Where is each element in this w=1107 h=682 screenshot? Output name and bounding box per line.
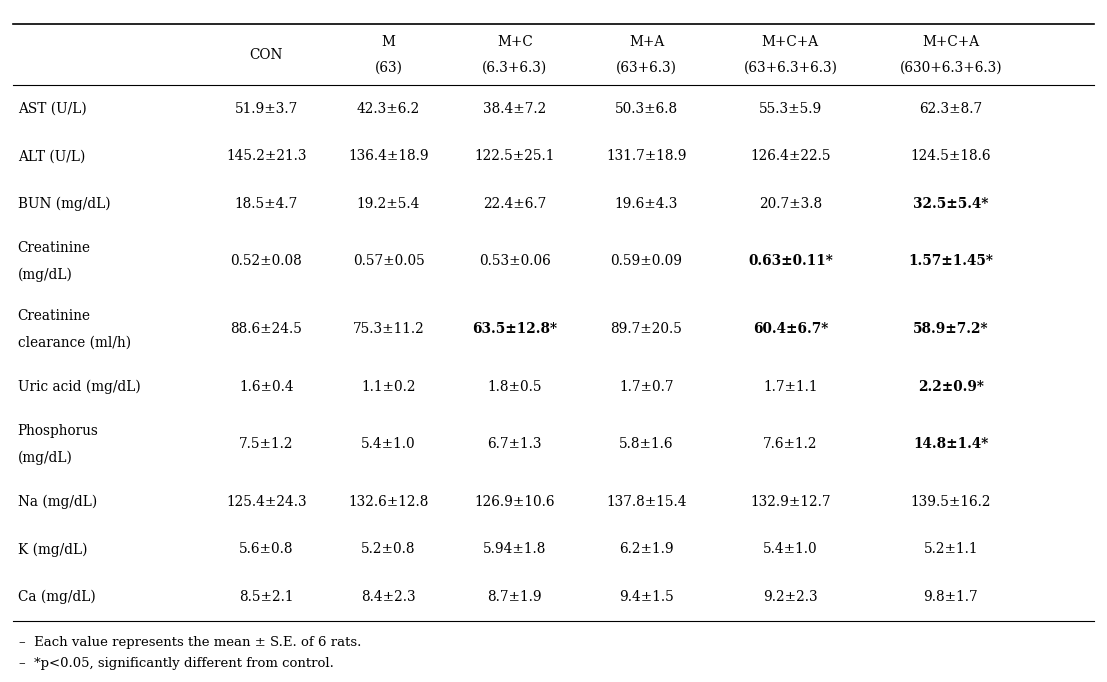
Text: 60.4±6.7*: 60.4±6.7* <box>753 322 828 336</box>
Text: 51.9±3.7: 51.9±3.7 <box>235 102 298 116</box>
Text: 1.57±1.45*: 1.57±1.45* <box>909 254 993 269</box>
Text: 9.8±1.7: 9.8±1.7 <box>923 590 979 604</box>
Text: Na (mg/dL): Na (mg/dL) <box>18 495 97 509</box>
Text: 131.7±18.9: 131.7±18.9 <box>607 149 686 164</box>
Text: 63.5±12.8*: 63.5±12.8* <box>473 322 557 336</box>
Text: 20.7±3.8: 20.7±3.8 <box>758 197 823 211</box>
Text: 14.8±1.4*: 14.8±1.4* <box>913 437 989 451</box>
Text: 9.4±1.5: 9.4±1.5 <box>619 590 674 604</box>
Text: 126.4±22.5: 126.4±22.5 <box>751 149 830 164</box>
Text: Ca (mg/dL): Ca (mg/dL) <box>18 590 95 604</box>
Text: 5.4±1.0: 5.4±1.0 <box>361 437 416 451</box>
Text: 1.1±0.2: 1.1±0.2 <box>361 380 416 394</box>
Text: 18.5±4.7: 18.5±4.7 <box>235 197 298 211</box>
Text: 136.4±18.9: 136.4±18.9 <box>349 149 428 164</box>
Text: 122.5±25.1: 122.5±25.1 <box>475 149 555 164</box>
Text: 58.9±7.2*: 58.9±7.2* <box>913 322 989 336</box>
Text: clearance (ml/h): clearance (ml/h) <box>18 336 131 350</box>
Text: (6.3+6.3): (6.3+6.3) <box>483 61 547 75</box>
Text: 132.6±12.8: 132.6±12.8 <box>349 495 428 509</box>
Text: 9.2±2.3: 9.2±2.3 <box>763 590 818 604</box>
Text: 125.4±24.3: 125.4±24.3 <box>226 495 307 509</box>
Text: 1.7±1.1: 1.7±1.1 <box>763 380 818 394</box>
Text: 19.6±4.3: 19.6±4.3 <box>614 197 679 211</box>
Text: 8.5±2.1: 8.5±2.1 <box>239 590 293 604</box>
Text: 5.94±1.8: 5.94±1.8 <box>483 542 547 557</box>
Text: M+C: M+C <box>497 35 532 49</box>
Text: 32.5±5.4*: 32.5±5.4* <box>913 197 989 211</box>
Text: (63+6.3): (63+6.3) <box>615 61 677 75</box>
Text: 126.9±10.6: 126.9±10.6 <box>475 495 555 509</box>
Text: 5.2±0.8: 5.2±0.8 <box>361 542 416 557</box>
Text: 5.6±0.8: 5.6±0.8 <box>239 542 293 557</box>
Text: K (mg/dL): K (mg/dL) <box>18 542 87 557</box>
Text: 1.6±0.4: 1.6±0.4 <box>239 380 293 394</box>
Text: (63+6.3+6.3): (63+6.3+6.3) <box>744 61 837 75</box>
Text: M+C+A: M+C+A <box>762 35 819 49</box>
Text: 0.53±0.06: 0.53±0.06 <box>479 254 550 269</box>
Text: AST (U/L): AST (U/L) <box>18 102 86 116</box>
Text: 139.5±16.2: 139.5±16.2 <box>911 495 991 509</box>
Text: ALT (U/L): ALT (U/L) <box>18 149 85 164</box>
Text: 137.8±15.4: 137.8±15.4 <box>607 495 686 509</box>
Text: 0.59±0.09: 0.59±0.09 <box>610 254 683 269</box>
Text: 6.7±1.3: 6.7±1.3 <box>487 437 542 451</box>
Text: 0.57±0.05: 0.57±0.05 <box>353 254 424 269</box>
Text: Uric acid (mg/dL): Uric acid (mg/dL) <box>18 380 141 394</box>
Text: M+A: M+A <box>629 35 664 49</box>
Text: 89.7±20.5: 89.7±20.5 <box>611 322 682 336</box>
Text: Creatinine: Creatinine <box>18 309 91 323</box>
Text: 62.3±8.7: 62.3±8.7 <box>919 102 983 116</box>
Text: 38.4±7.2: 38.4±7.2 <box>483 102 547 116</box>
Text: 124.5±18.6: 124.5±18.6 <box>911 149 991 164</box>
Text: M+C+A: M+C+A <box>922 35 980 49</box>
Text: 145.2±21.3: 145.2±21.3 <box>226 149 307 164</box>
Text: 50.3±6.8: 50.3±6.8 <box>614 102 679 116</box>
Text: 6.2±1.9: 6.2±1.9 <box>619 542 674 557</box>
Text: 55.3±5.9: 55.3±5.9 <box>758 102 823 116</box>
Text: BUN (mg/dL): BUN (mg/dL) <box>18 196 111 211</box>
Text: 5.4±1.0: 5.4±1.0 <box>763 542 818 557</box>
Text: (63): (63) <box>374 61 403 75</box>
Text: 42.3±6.2: 42.3±6.2 <box>356 102 421 116</box>
Text: 132.9±12.7: 132.9±12.7 <box>751 495 830 509</box>
Text: 19.2±5.4: 19.2±5.4 <box>356 197 421 211</box>
Text: 7.6±1.2: 7.6±1.2 <box>763 437 818 451</box>
Text: 2.2±0.9*: 2.2±0.9* <box>918 380 984 394</box>
Text: (mg/dL): (mg/dL) <box>18 451 73 465</box>
Text: M: M <box>382 35 395 49</box>
Text: 0.63±0.11*: 0.63±0.11* <box>748 254 832 269</box>
Text: 88.6±24.5: 88.6±24.5 <box>230 322 302 336</box>
Text: CON: CON <box>249 48 283 61</box>
Text: 8.4±2.3: 8.4±2.3 <box>361 590 416 604</box>
Text: Phosphorus: Phosphorus <box>18 424 99 438</box>
Text: 1.8±0.5: 1.8±0.5 <box>487 380 542 394</box>
Text: 5.2±1.1: 5.2±1.1 <box>923 542 979 557</box>
Text: 7.5±1.2: 7.5±1.2 <box>239 437 293 451</box>
Text: 1.7±0.7: 1.7±0.7 <box>619 380 674 394</box>
Text: (630+6.3+6.3): (630+6.3+6.3) <box>900 61 1002 75</box>
Text: 22.4±6.7: 22.4±6.7 <box>483 197 547 211</box>
Text: 5.8±1.6: 5.8±1.6 <box>619 437 674 451</box>
Text: –  *p<0.05, significantly different from control.: – *p<0.05, significantly different from … <box>19 657 333 670</box>
Text: 0.52±0.08: 0.52±0.08 <box>230 254 302 269</box>
Text: –  Each value represents the mean ± S.E. of 6 rats.: – Each value represents the mean ± S.E. … <box>19 636 361 649</box>
Text: Creatinine: Creatinine <box>18 241 91 255</box>
Text: 75.3±11.2: 75.3±11.2 <box>353 322 424 336</box>
Text: 8.7±1.9: 8.7±1.9 <box>487 590 542 604</box>
Text: (mg/dL): (mg/dL) <box>18 268 73 282</box>
